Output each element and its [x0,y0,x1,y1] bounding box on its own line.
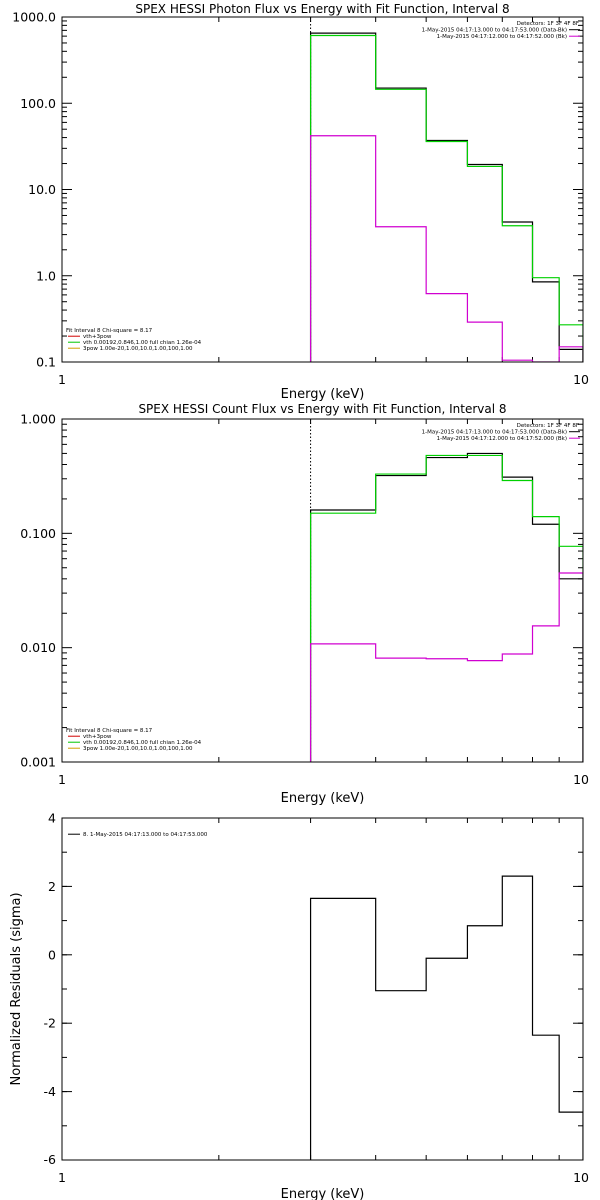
x-tick-label: 10 [573,1170,589,1185]
series-0-step-line [309,32,583,362]
series-2-step-line [309,135,583,362]
x-tick-label: 1 [58,1170,66,1185]
x-tick-label: 10 [573,772,589,787]
y-tick-label: 100.0 [20,96,56,111]
x-axis-label: Energy (keV) [281,1187,365,1200]
y-tick-label: 0.1 [36,355,56,370]
x-tick-label: 1 [58,772,66,787]
series-1-step-line [309,34,583,362]
series-group [309,875,583,1160]
y-tick-label: -6 [44,1152,57,1167]
plot-frame [61,817,584,1161]
legend-entry: 1-May-2015 04:17:13.000 to 04:17:53.000 … [422,430,567,436]
y-tick-label: 1.0 [36,268,56,283]
legend-entry: vth 0.00192,0.846,1.00 full chian 1.26e-… [83,340,202,346]
legend-top-right: Detectors: 1F 3F 4F 8F1-May-2015 04:17:1… [422,423,580,442]
plot-title: SPEX HESSI Count Flux vs Energy with Fit… [138,402,506,416]
legend-entry: 3pow 1.00e-20,1.00,10.0,1.00,100,1.00 [83,346,193,352]
x-tick-label: 1 [58,372,66,387]
plot-frame [61,418,584,763]
panel-count: SPEX HESSI Count Flux vs Energy with Fit… [20,402,589,806]
y-tick-label: 4 [48,811,56,826]
series-1-step-line [309,454,583,762]
legend-entry: Fit Interval 8 Chi-square = 8.17 [66,728,153,734]
y-ticks: 0.1 1.0 10.0 100.0 1000.0 [12,10,583,370]
y-tick-label: 1000.0 [12,10,56,25]
series-group [309,452,583,762]
legend-entry: vth+3pow [83,334,112,340]
x-axis-label: Energy (keV) [281,791,365,806]
y-tick-label: 0.010 [20,640,56,655]
y-tick-label: 0 [48,947,56,962]
legend-entry: 1-May-2015 04:17:13.000 to 04:17:53.000 … [422,28,567,34]
y-axis-label: Normalized Residuals (sigma) [9,892,24,1085]
legend-entry: vth 0.00192,0.846,1.00 full chian 1.26e-… [83,740,202,746]
y-tick-label: 0.001 [20,755,56,770]
legend-entry: vth+3pow [83,734,112,740]
series-2-step-line [309,572,583,762]
y-tick-label: -2 [44,1016,56,1031]
series-0-step-line [309,452,583,762]
legend-entry: 8. 1-May-2015 04:17:13.000 to 04:17:53.0… [83,832,208,838]
panel-resid: Energy (keV) Normalized Residuals (sigma)… [9,811,589,1200]
y-tick-label: -4 [44,1084,57,1099]
legend-top-left: 8. 1-May-2015 04:17:13.000 to 04:17:53.0… [68,832,208,838]
legend-entry: 1-May-2015 04:17:12.000 to 04:17:52.000 … [437,34,567,40]
legend-entry: Fit Interval 8 Chi-square = 8.17 [66,328,153,334]
legend-entry: Detectors: 1F 3F 4F 8F [517,423,579,429]
x-tick-label: 10 [573,372,589,387]
y-ticks: 0.001 0.010 0.100 1.000 [20,412,583,770]
legend-entry: 3pow 1.00e-20,1.00,10.0,1.00,100,1.00 [83,746,193,752]
legend-top-right: Detectors: 1F 3F 4F 8F1-May-2015 04:17:1… [422,21,580,40]
y-tick-label: 1.000 [20,412,56,427]
series-group [309,32,583,362]
legend-entry: Detectors: 1F 3F 4F 8F [517,21,579,27]
legend-entry: 1-May-2015 04:17:12.000 to 04:17:52.000 … [437,436,567,442]
legend-bottom-left: Fit Interval 8 Chi-square = 8.17vth+3pow… [66,328,202,352]
y-ticks: -6 -4 -2 0 2 4 [44,811,583,1167]
series-0-step-line [309,875,583,1160]
y-tick-label: 2 [48,879,56,894]
x-ticks: 1 10 [58,818,589,1185]
panel-photon: SPEX HESSI Photon Flux vs Energy with Fi… [12,2,589,402]
plot-title: SPEX HESSI Photon Flux vs Energy with Fi… [135,2,509,16]
plot-frame [61,16,584,363]
x-axis-label: Energy (keV) [281,387,365,402]
y-tick-label: 10.0 [28,182,56,197]
legend-bottom-left: Fit Interval 8 Chi-square = 8.17vth+3pow… [66,728,202,752]
y-tick-label: 0.100 [20,526,56,541]
